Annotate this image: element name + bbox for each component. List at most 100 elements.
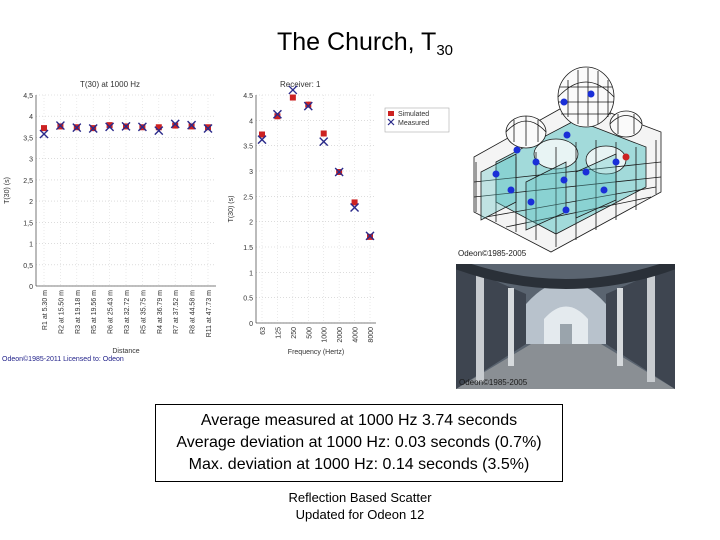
right-legend-box [384,107,450,133]
left-x-axis-label: Distance [112,348,139,355]
right-simulated-point [367,233,373,240]
right-x-tick-label: 2000 [337,327,344,343]
left-x-tick-label: R7 at 37.52 m [173,290,180,334]
stats-box: Average measured at 1000 Hz 3.74 seconds… [155,404,563,482]
left-y-tick-label: 1 [29,242,33,249]
left-x-tick-label: R2 at 15.50 m [58,290,65,334]
receiver-points [492,90,630,214]
left-measured-stroke [203,124,213,134]
right-measured-stroke [350,202,360,212]
left-measured-stroke [121,121,131,131]
right-measured-stroke [272,109,282,119]
left-y-tick-label: 2,5 [23,178,33,185]
right-simulated-point [274,113,281,120]
left-x-tick-label: R11 at 47.73 m [206,290,213,338]
right-measured-stroke [257,135,267,145]
left-simulated-point [205,124,211,131]
right-measured-stroke [303,101,313,111]
right-measured-point [288,85,298,95]
right-measured-stroke [288,85,298,95]
right-simulated-point [305,101,312,108]
left-measured-point [170,119,180,129]
left-y-axis-label: T(30) (s) [4,177,11,204]
right-measured-stroke [365,231,375,241]
right-y-tick-label: 3.5 [243,144,253,151]
left-measured-point [39,129,49,139]
slide-title-subscript: 30 [436,42,453,59]
right-x-tick-label: 63 [260,327,267,335]
church-interior-render: Odeon©1985-2005 [456,264,675,389]
right-measured-point [365,231,375,241]
right-x-tick-label: 8000 [368,327,375,343]
stats-average-deviation: Average deviation at 1000 Hz: 0.03 secon… [176,434,542,451]
left-measured-stroke [105,122,115,132]
right-x-tick-label: 250 [291,327,298,339]
left-measured-stroke [55,121,65,131]
left-measured-stroke [137,122,147,132]
right-legend-simulated-marker [388,111,394,116]
left-x-tick-label: R1 at 5.30 m [42,290,49,330]
right-simulated-point [289,94,296,101]
right-y-tick-label: 1.5 [243,245,253,252]
right-chart-title: Receiver: 1 [280,80,321,89]
left-x-tick-label: R3 at 32.72 m [124,290,131,334]
footer-line-1: Reflection Based Scatter [288,490,432,505]
left-measured-point [187,120,197,130]
left-x-tick-label: R5 at 35.75 m [140,290,147,334]
left-simulated-point [155,124,162,131]
left-measured-point [121,121,131,131]
stats-average-measured: Average measured at 1000 Hz 3.74 seconds [200,412,518,429]
left-measured-point [88,124,98,134]
right-measured-point [257,135,267,145]
right-y-tick-label: 1 [249,270,253,277]
left-chart-footer: Odeon©1985-2011 Licensed to: Odeon [2,355,124,363]
right-y-tick-label: 0 [249,321,253,328]
left-y-tick-label: 0,5 [23,263,33,270]
left-x-tick-label: R6 at 25.43 m [108,290,115,334]
t30-vs-frequency-svg: Receiver: 1 0 0.5 1 1.5 2 2.5 3 3.5 4 4.5 63 125 250 5… [228,80,450,356]
right-measured-point [350,202,360,212]
left-x-tick-label: R3 at 19.18 m [75,290,82,334]
right-y-tick-label: 4 [249,118,253,125]
left-x-tick-label: R5 at 19.56 m [91,290,98,334]
left-y-tick-label: 1,5 [23,220,33,227]
left-x-tick-label: R4 at 36.79 m [157,290,164,334]
left-x-tick-label: R8 at 44.58 m [190,290,197,334]
left-simulated-point [106,122,113,129]
right-x-tick-label: 500 [306,327,313,339]
t30-vs-distance-svg: T(30) at 1000 Hz 0 0,5 1 1,5 2 2,5 3 3,5 4 4,5 R1 a… [2,80,216,363]
right-simulated-point [320,130,327,137]
right-legend-measured-label: Measured [398,120,429,127]
footer-line-2: Updated for Odeon 12 [295,507,425,522]
left-y-tick-label: 4 [29,114,33,121]
right-y-tick-label: 0.5 [243,296,253,303]
right-y-tick-label: 2.5 [243,194,253,201]
slide-title-text: The Church, T [276,28,437,56]
right-simulated-point [351,199,358,206]
right-measured-stroke [319,137,329,147]
left-simulated-point [41,125,47,132]
render-caption: Odeon©1985-2005 [459,378,528,387]
left-measured-point [154,126,164,136]
right-measured-point [303,101,313,111]
right-x-axis-label: Frequency (Hertz) [288,349,344,356]
left-y-tick-label: 0 [29,284,33,291]
t30-vs-distance-chart: T(30) at 1000 Hz 0 0,5 1 1,5 2 2,5 3 3,5 4 4,5 R1 a… [0,75,222,365]
left-measured-point [137,122,147,132]
left-chart-title: T(30) at 1000 Hz [80,80,140,89]
left-measured-stroke [39,129,49,139]
left-measured-stroke [154,126,164,136]
left-y-tick-label: 3,5 [23,135,33,142]
right-measured-point [272,109,282,119]
church-wireframe-model: Odeon©1985-2005 [456,62,676,262]
right-y-tick-label: 3 [249,169,253,176]
left-measured-stroke [187,120,197,130]
right-x-tick-label: 4000 [353,327,360,343]
slide-title: The Church, T30 [0,28,720,59]
stats-max-deviation: Max. deviation at 1000 Hz: 0.14 seconds … [188,456,530,473]
left-measured-point [55,121,65,131]
t30-vs-frequency-chart: Receiver: 1 0 0.5 1 1.5 2 2.5 3 3.5 4 4.5 63 125 250 5… [228,75,450,365]
right-y-tick-label: 4.5 [243,93,253,100]
left-simulated-point [172,122,179,129]
right-measured-point [334,167,344,177]
